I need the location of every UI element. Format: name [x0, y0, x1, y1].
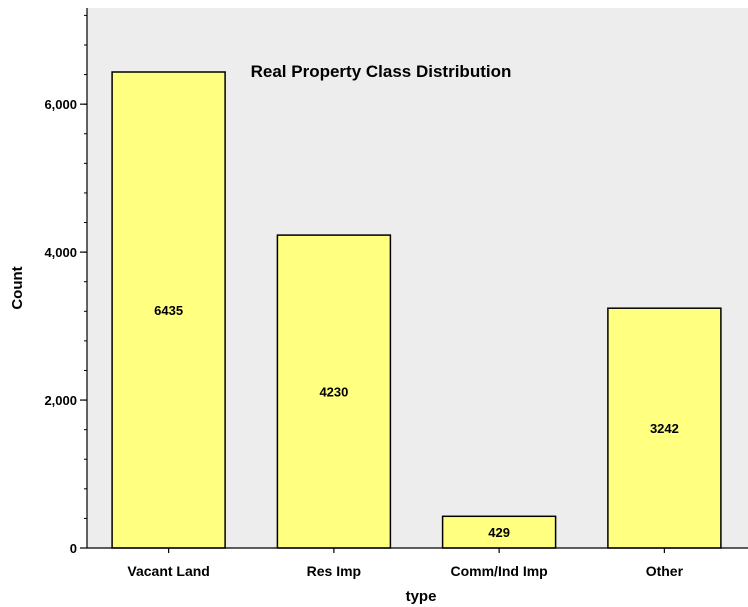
x-axis-title: type: [406, 588, 437, 605]
chart-title: Real Property Class Distribution: [251, 62, 512, 81]
bar-other: [607, 307, 722, 549]
y-tick-label: 2,000: [44, 393, 77, 408]
x-tick-label: Vacant Land: [127, 563, 209, 579]
x-axis: Vacant Land Res Imp Comm/Ind Imp Other: [87, 547, 748, 579]
y-tick-label: 4,000: [44, 245, 77, 260]
y-axis-title: Count: [9, 266, 26, 309]
x-tick-label: Res Imp: [307, 563, 361, 579]
x-tick-label: Other: [646, 563, 684, 579]
x-tick-label: Comm/Ind Imp: [451, 563, 548, 579]
bar-data-label: 6435: [154, 303, 183, 318]
y-tick-label: 6,000: [44, 97, 77, 112]
bar-data-label: 429: [488, 525, 510, 540]
y-tick-label: 0: [70, 541, 77, 556]
bar-vacant-land: [111, 71, 226, 549]
bar-res-imp: [276, 234, 392, 549]
bar-data-label: 4230: [319, 385, 348, 400]
y-axis: 0 2,000 4,000 6,000: [44, 8, 88, 556]
bar-data-label: 3242: [650, 421, 679, 436]
bar-comm-ind-imp: [441, 515, 557, 549]
bars-layer: 6435 4230 429 3242: [111, 71, 722, 549]
